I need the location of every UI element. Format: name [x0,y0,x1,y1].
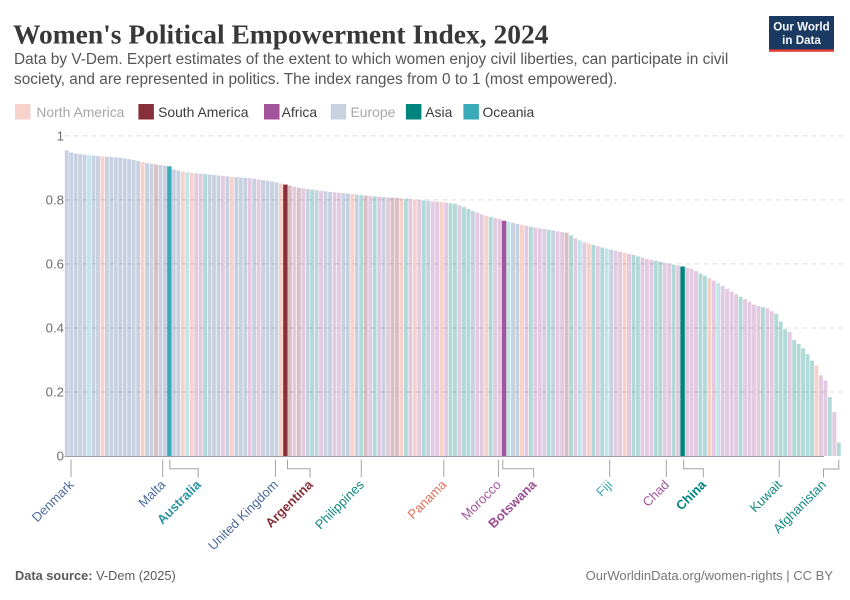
svg-text:0.4: 0.4 [46,321,64,336]
svg-text:Women's Political Empowerment: Women's Political Empowerment Index, 202… [13,19,549,50]
svg-text:South America: South America [158,104,249,120]
svg-text:Data by V-Dem. Expert estimate: Data by V-Dem. Expert estimates of the e… [14,51,728,68]
svg-text:Africa: Africa [282,104,318,120]
svg-text:Asia: Asia [425,104,452,120]
svg-text:0.2: 0.2 [46,385,64,400]
svg-text:Europe: Europe [351,104,396,120]
svg-text:North America: North America [36,104,124,120]
svg-text:society, and are represented i: society, and are represented in politics… [14,71,617,88]
svg-text:1: 1 [57,129,64,144]
svg-text:0: 0 [57,449,64,464]
svg-text:Data source: V-Dem (2025): Data source: V-Dem (2025) [15,568,176,583]
svg-text:Oceania: Oceania [483,104,535,120]
svg-text:0.6: 0.6 [46,257,64,272]
svg-text:Our World: Our World [773,21,829,34]
svg-text:0.8: 0.8 [46,193,64,208]
svg-text:OurWorldinData.org/women-right: OurWorldinData.org/women-rights | CC BY [586,568,834,583]
svg-text:in Data: in Data [782,34,821,47]
